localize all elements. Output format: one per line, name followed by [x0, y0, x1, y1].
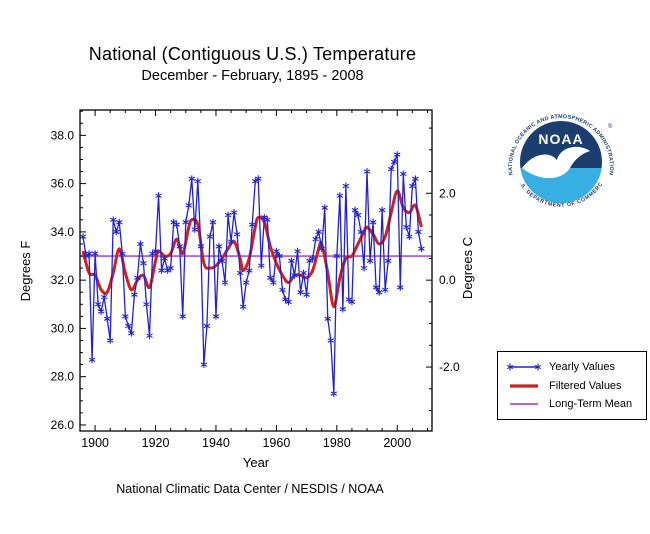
- svg-text:1940: 1940: [202, 436, 230, 450]
- svg-text:32.0: 32.0: [51, 273, 75, 287]
- svg-text:-2.0: -2.0: [439, 360, 460, 374]
- logo-acronym: NOAA: [538, 131, 583, 147]
- svg-text:36.0: 36.0: [51, 177, 75, 191]
- svg-text:26.0: 26.0: [51, 418, 75, 432]
- logo-gull-icon: [522, 146, 590, 179]
- legend-label-mean: Long-Term Mean: [549, 398, 633, 411]
- legend-item-yearly: Yearly Values: [498, 361, 646, 373]
- noaa-logo: NOAA NATIONAL OCEANIC AND ATMOSPHERIC AD…: [500, 98, 620, 220]
- svg-text:1960: 1960: [262, 436, 290, 450]
- yearly-values-markers: [79, 151, 425, 397]
- series-layer: [79, 151, 432, 397]
- svg-text:38.0: 38.0: [51, 128, 75, 142]
- svg-text:1980: 1980: [323, 436, 351, 450]
- title-block: National (Contiguous U.S.) Temperature D…: [0, 44, 505, 84]
- svg-text:30.0: 30.0: [51, 321, 75, 335]
- legend-label-filtered: Filtered Values: [549, 379, 622, 392]
- legend: Yearly Values Filtered Values Long-Term …: [497, 351, 647, 420]
- legend-label-yearly: Yearly Values: [549, 360, 616, 373]
- noaa-emblem-icon: NOAA NATIONAL OCEANIC AND ATMOSPHERIC AD…: [500, 98, 614, 209]
- svg-text:28.0: 28.0: [51, 370, 75, 384]
- chart-subtitle: December - February, 1895 - 2008: [141, 68, 364, 84]
- yearly-values-line: [82, 154, 423, 394]
- yearly-line-sample-icon: [506, 363, 542, 371]
- svg-text:0.0: 0.0: [439, 273, 456, 287]
- plot-frame: [79, 109, 433, 432]
- filtered-values-line: [81, 189, 423, 309]
- logo-registered-mark: ®: [608, 123, 613, 130]
- axes-layer: 1900 1920 1940 1960 1980 2000 26.0 28.0 30.0 32.0…: [51, 109, 460, 450]
- svg-text:2.0: 2.0: [439, 186, 456, 200]
- y-axis-label-left: Degrees F: [18, 241, 33, 302]
- svg-text:34.0: 34.0: [51, 225, 75, 239]
- svg-text:1900: 1900: [81, 436, 109, 450]
- source-caption: National Climatic Data Center / NESDIS /…: [116, 482, 384, 496]
- chart-title: National (Contiguous U.S.) Temperature: [88, 44, 417, 64]
- legend-item-mean: Long-Term Mean: [498, 398, 646, 410]
- svg-text:2000: 2000: [383, 436, 411, 450]
- filtered-line-sample-icon: [510, 383, 538, 388]
- y-axis-label-right: Degrees C: [460, 237, 475, 299]
- mean-line-sample-icon: [510, 403, 538, 406]
- x-axis-label: Year: [242, 455, 270, 470]
- svg-text:1920: 1920: [142, 436, 170, 450]
- legend-item-filtered: Filtered Values: [498, 380, 646, 392]
